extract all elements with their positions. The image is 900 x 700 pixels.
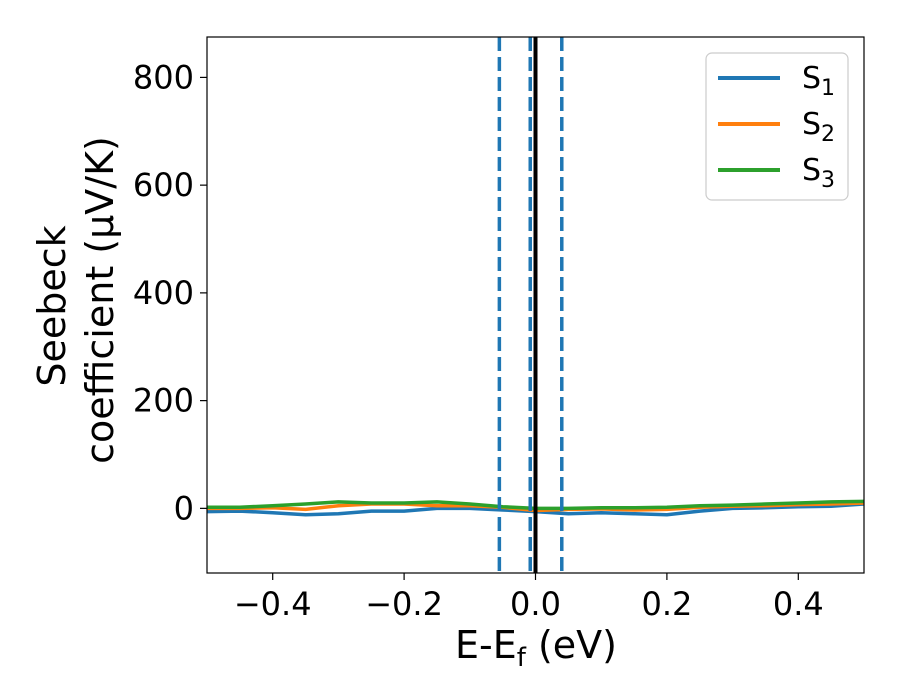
x-tick-label: 0.4 [773,585,824,623]
y-tick-label: 400 [133,274,194,312]
y-axis: 0 200 400 600 800 [133,58,207,527]
x-axis-title: E-Ef (eV) [455,623,617,673]
y-tick-label: 200 [133,382,194,420]
x-tick-label: −0.2 [365,585,443,623]
legend-label-s3: S3 [802,153,835,193]
x-tick-label: −0.4 [234,585,312,623]
legend: S1 S2 S3 [705,52,849,201]
y-tick-label: 600 [133,166,194,204]
y-axis-title-line2: coefficient (μV/K) [78,136,122,464]
legend-label-s1: S1 [802,61,835,101]
legend-box [705,52,849,201]
legend-label-s2: S2 [802,107,835,147]
x-tick-label: 0.0 [510,585,561,623]
x-axis: −0.4 −0.2 0.0 0.2 0.4 [234,573,824,623]
y-tick-label: 800 [133,58,194,96]
y-axis-title: Seebeck coefficient (μV/K) [30,136,122,464]
y-tick-label: 0 [174,489,194,527]
y-axis-title-line1: Seebeck [30,225,74,386]
x-tick-label: 0.2 [641,585,692,623]
plot-area [206,36,865,574]
